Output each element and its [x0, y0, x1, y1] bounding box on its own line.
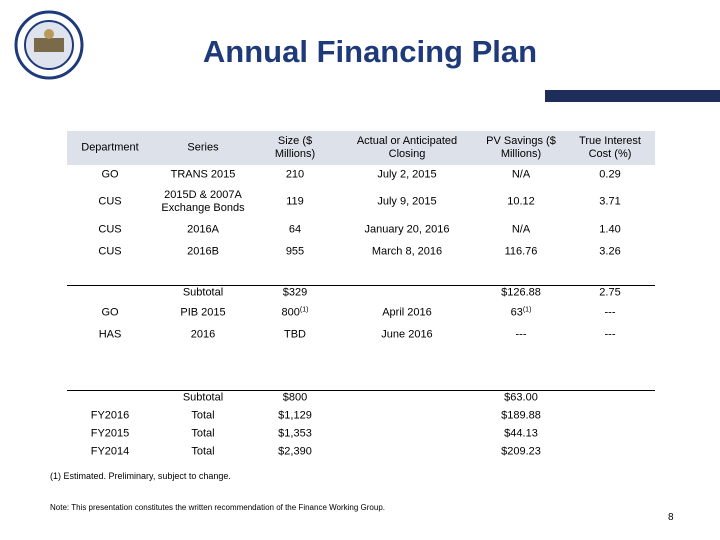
header-cell: Size ($ Millions)	[274, 135, 316, 160]
table-cell: 116.76	[504, 245, 538, 258]
table-cell: 2016B	[187, 245, 219, 258]
rule	[67, 285, 655, 286]
table-cell: $800	[282, 391, 308, 404]
header-cell: True Interest Cost (%)	[579, 135, 641, 160]
table-cell: 0.29	[599, 168, 621, 181]
table-cell: 2016	[190, 328, 216, 341]
table-cell: March 8, 2016	[371, 245, 443, 258]
table-cell: June 2016	[381, 328, 433, 341]
table-cell: CUS	[98, 223, 122, 236]
table-cell: ---	[604, 306, 616, 319]
table-cell: Total	[191, 409, 215, 422]
rule	[67, 390, 655, 391]
table-cell: N/A	[511, 223, 531, 236]
table-cell: $329	[282, 286, 308, 299]
table-cell: GO	[101, 306, 119, 319]
table-cell: July 2, 2015	[377, 168, 437, 181]
table-cell: 1.40	[599, 223, 621, 236]
header-cell: Series	[187, 141, 219, 154]
footnote: (1) Estimated. Preliminary, subject to c…	[50, 471, 231, 481]
table-cell: 3.26	[599, 245, 621, 258]
table-cell: 2016A	[187, 223, 219, 236]
table-cell: 2015D & 2007A Exchange Bonds	[161, 189, 245, 214]
table-cell: July 9, 2015	[377, 195, 437, 208]
note: Note: This presentation constitutes the …	[50, 503, 385, 512]
table-cell: FY2016	[90, 409, 130, 422]
header-cell: Department	[81, 141, 139, 154]
table-cell: $2,390	[278, 445, 312, 458]
seal-logo	[14, 10, 84, 80]
table-cell: Total	[191, 445, 215, 458]
table-cell: January 20, 2016	[364, 223, 450, 236]
table-cell: CUS	[98, 195, 122, 208]
header-cell: Actual or Anticipated Closing	[356, 135, 458, 160]
table-cell: $189.88	[501, 409, 541, 422]
table-cell: TBD	[284, 328, 306, 341]
table-cell: TRANS 2015	[170, 168, 236, 181]
table-cell: HAS	[98, 328, 122, 341]
table-cell: Total	[191, 427, 215, 440]
table-cell: CUS	[98, 245, 122, 258]
cell-footnote-mark: (1)	[522, 306, 532, 314]
table-cell: GO	[101, 168, 119, 181]
table-cell: ---	[515, 328, 527, 341]
header-cell: PV Savings ($ Millions)	[486, 135, 556, 160]
table-cell: $44.13	[504, 427, 538, 440]
title: Annual Financing Plan	[202, 34, 538, 69]
table-cell: $209.23	[501, 445, 541, 458]
table-cell: $1,353	[278, 427, 312, 440]
page-number: 8	[668, 512, 674, 523]
table-cell: 10.12	[507, 195, 535, 208]
table-cell: Subtotal	[182, 286, 224, 299]
table-cell: April 2016	[382, 306, 432, 319]
table-cell: FY2014	[90, 445, 130, 458]
table-cell: 63(1)	[481, 307, 561, 320]
table-cell: 210	[285, 168, 305, 181]
table-cell: 800(1)	[260, 307, 330, 320]
table-cell: $1,129	[278, 409, 312, 422]
cell-footnote-mark: (1)	[299, 306, 309, 314]
table-cell: Subtotal	[182, 391, 224, 404]
table-cell: N/A	[511, 168, 531, 181]
table-cell: 119	[286, 195, 304, 208]
table-cell: $63.00	[504, 391, 538, 404]
table-cell: 955	[285, 245, 305, 258]
table-cell: PIB 2015	[180, 306, 226, 319]
table-cell: FY2015	[90, 427, 130, 440]
accent-bar	[545, 90, 720, 102]
table-cell: 64	[288, 223, 302, 236]
cell-value: 63	[510, 306, 523, 319]
table-cell: ---	[604, 328, 616, 341]
table-cell: $126.88	[501, 286, 541, 299]
table-cell: 2.75	[599, 286, 621, 299]
cell-value: 800	[281, 306, 300, 319]
header-band	[67, 131, 655, 165]
table-cell: 3.71	[599, 195, 621, 208]
